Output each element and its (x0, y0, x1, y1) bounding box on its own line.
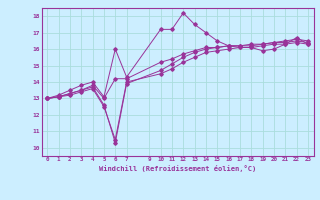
X-axis label: Windchill (Refroidissement éolien,°C): Windchill (Refroidissement éolien,°C) (99, 165, 256, 172)
